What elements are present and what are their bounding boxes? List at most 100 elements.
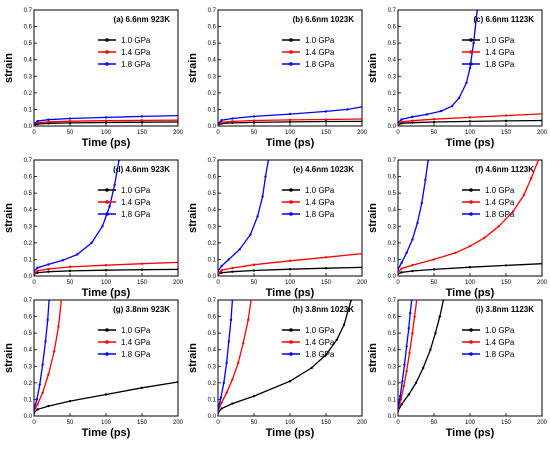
- data-point: [468, 116, 472, 119]
- y-tick-label: 0.3: [24, 74, 33, 80]
- data-point: [405, 251, 408, 254]
- data-point: [90, 241, 93, 245]
- y-axis-title: strain: [187, 53, 199, 83]
- data-point: [140, 386, 144, 390]
- y-tick-label: 0.5: [24, 191, 33, 197]
- plot-frame: [397, 299, 543, 417]
- y-axis-title: strain: [367, 53, 379, 83]
- data-point: [402, 384, 405, 388]
- legend-marker: [469, 62, 473, 66]
- data-area: [218, 105, 362, 126]
- data-point: [47, 300, 51, 302]
- data-point: [220, 271, 223, 274]
- data-point: [458, 96, 461, 100]
- panel-title: (d) 4.6nm 923K: [113, 165, 170, 174]
- data-point: [252, 263, 256, 266]
- legend-label: 1.8 GPa: [121, 210, 151, 219]
- data-area: [34, 300, 178, 414]
- y-tick-label: 0.2: [24, 241, 33, 247]
- data-point: [324, 353, 328, 356]
- legend-label: 1.0 GPa: [305, 186, 335, 195]
- data-point: [218, 269, 220, 273]
- data-point: [227, 340, 230, 343]
- y-tick-label: 0.0: [388, 274, 397, 280]
- x-tick-label: 100: [101, 420, 112, 426]
- series-line-1-4-gpa: [398, 160, 540, 274]
- plot-frame: [33, 9, 179, 127]
- data-point: [342, 323, 346, 327]
- data-area: [398, 160, 542, 276]
- data-point: [47, 373, 50, 376]
- x-tick-label: 200: [173, 420, 184, 426]
- series-line-1-4-gpa: [398, 300, 418, 410]
- panel-h: 0 50 100 150 200 0.0 0.1 0.2 0.3 0.4 0.5 0.6 0.7 Time…: [187, 298, 368, 439]
- data-point: [411, 331, 414, 335]
- data-point: [411, 121, 414, 124]
- data-point: [288, 112, 292, 116]
- data-point: [47, 270, 50, 273]
- y-tick-label: 0.6: [388, 175, 397, 181]
- data-point: [324, 256, 328, 259]
- data-point: [413, 315, 416, 318]
- data-point: [227, 258, 230, 261]
- y-tick-label: 0.7: [208, 8, 217, 14]
- data-point: [104, 393, 108, 396]
- y-tick-label: 0.7: [388, 298, 397, 304]
- data-point: [414, 381, 418, 385]
- data-point: [310, 366, 313, 370]
- data-area: [34, 160, 178, 276]
- data-point: [104, 264, 108, 267]
- legend-marker: [289, 200, 293, 204]
- y-tick-label: 0.4: [208, 208, 217, 214]
- legend-label: 1.8 GPa: [305, 60, 335, 69]
- data-point: [47, 404, 50, 408]
- data-point: [34, 122, 36, 126]
- data-point: [229, 318, 233, 322]
- data-point: [36, 269, 39, 272]
- data-point: [346, 108, 349, 111]
- data-point: [41, 363, 44, 366]
- data-point: [38, 383, 41, 386]
- data-point: [218, 272, 220, 275]
- data-point: [468, 244, 472, 248]
- x-axis-title: Time (ps): [266, 427, 315, 439]
- x-tick-label: 150: [501, 420, 512, 426]
- legend-label: 1.4 GPa: [485, 48, 515, 57]
- y-tick-label: 0.5: [24, 41, 33, 47]
- legend-marker: [105, 188, 109, 192]
- data-point: [400, 267, 403, 270]
- data-point: [60, 300, 63, 302]
- y-tick-label: 0.6: [24, 175, 33, 181]
- data-area: [218, 300, 353, 414]
- data-point: [68, 269, 72, 273]
- y-tick-label: 0.6: [208, 315, 217, 321]
- data-point: [522, 193, 526, 196]
- x-tick-label: 150: [321, 130, 332, 136]
- panel-title: (h) 3.8nm 1023K: [293, 305, 355, 314]
- data-point: [411, 119, 414, 122]
- legend-marker: [469, 352, 473, 356]
- data-point: [411, 269, 414, 273]
- data-point: [416, 221, 419, 225]
- y-tick-label: 0.4: [24, 348, 33, 354]
- x-tick-label: 50: [67, 130, 74, 136]
- x-tick-label: 50: [251, 420, 258, 426]
- data-point: [140, 119, 144, 122]
- data-point: [324, 267, 328, 270]
- data-point: [47, 267, 50, 271]
- data-point: [398, 121, 400, 124]
- data-point: [432, 268, 436, 271]
- y-tick-label: 0.3: [208, 224, 217, 230]
- y-tick-label: 0.1: [388, 397, 397, 403]
- data-point: [438, 315, 441, 318]
- data-point: [407, 326, 410, 330]
- data-point: [540, 112, 542, 116]
- x-tick-label: 150: [137, 130, 148, 136]
- data-point: [398, 271, 400, 274]
- data-point: [252, 119, 256, 122]
- data-point: [231, 270, 234, 273]
- y-tick-label: 0.4: [388, 58, 397, 64]
- data-point: [256, 215, 259, 218]
- data-point: [222, 381, 225, 385]
